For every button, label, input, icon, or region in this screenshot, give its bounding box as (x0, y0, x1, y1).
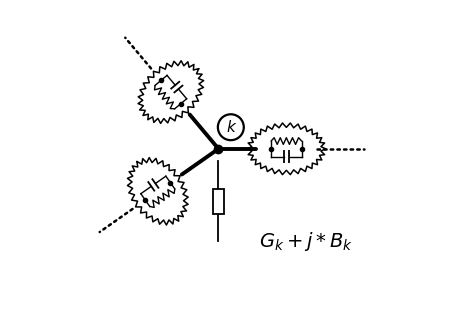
Bar (213, 189, 224, 214)
Circle shape (218, 114, 244, 140)
Text: $G_k + j * B_k$: $G_k + j * B_k$ (259, 230, 353, 253)
Text: k: k (227, 120, 235, 135)
